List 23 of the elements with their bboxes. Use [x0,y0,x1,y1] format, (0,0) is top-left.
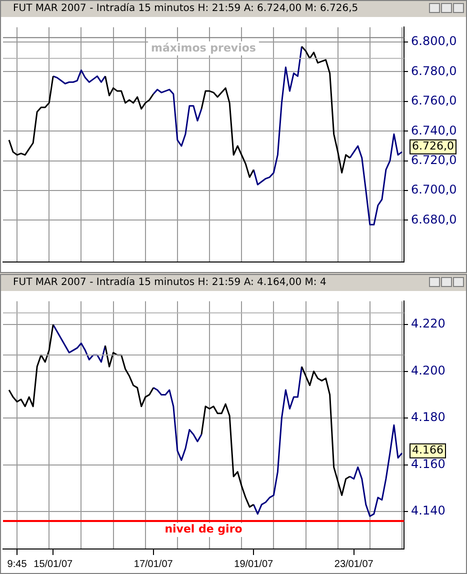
y-tick-label: 4.180 [411,410,446,424]
text: 6.726,0 [412,140,454,153]
text: 4.166 [412,444,444,457]
x-tick-label: 9:45 [7,558,28,570]
y-tick-label: 6.700,0 [411,182,457,197]
y-tick-label: 4.220 [411,316,446,331]
y-tick-label: 4.160 [411,456,446,471]
chart-title: FUT MAR 2007 - Intradía 15 minutos H: 21:59 A: 4.164,00 M: 4 [1,275,466,291]
y-tick-label: 6.680,0 [411,212,457,226]
y-tick-label: 6.720,0 [411,152,457,167]
x-tick-label: 17/01/07 [134,558,174,570]
y-tick-label: 6.800,0 [411,34,457,48]
ref-line-label: nivel de giro [164,522,243,536]
y-tick-label: 6.760,0 [411,94,457,108]
y-tick-label: 4.140 [411,504,446,518]
y-tick-label: 6.780,0 [411,64,457,78]
ref-line-label: máximos previos [151,42,256,55]
chart-title: FUT MAR 2007 - Intradía 15 minutos H: 21:59 A: 6.724,00 M: 6.726,5 [1,1,466,17]
x-tick-label: 23/01/07 [334,558,374,570]
y-tick-label: 4.200 [411,363,446,378]
x-tick-label: 19/01/07 [234,558,274,570]
x-tick-label: 15/01/07 [34,558,74,570]
y-tick-label: 6.740,0 [411,123,457,138]
